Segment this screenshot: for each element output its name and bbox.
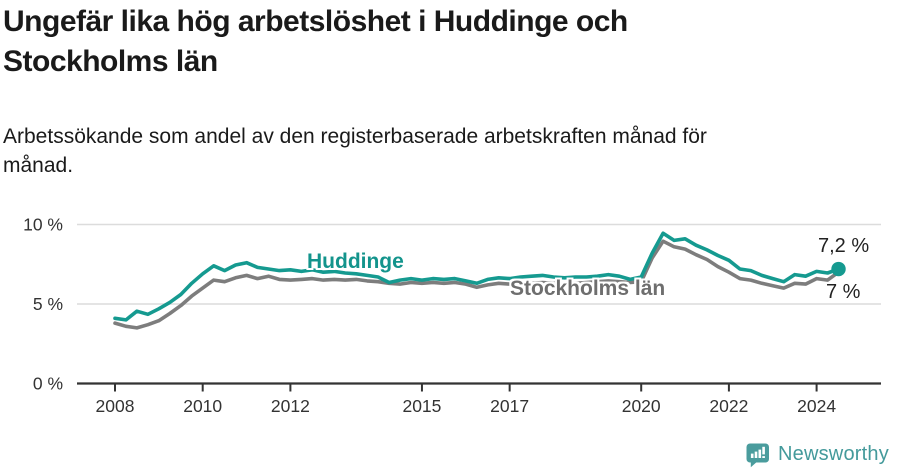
- x-axis-tick-label: 2012: [271, 396, 310, 416]
- y-axis-tick-label: 0 %: [33, 374, 63, 394]
- y-axis-tick-label: 5 %: [33, 294, 63, 314]
- chart-title: Ungefär lika hög arbetslöshet i Huddinge…: [3, 2, 628, 82]
- line-stockholms-l-n: [113, 239, 841, 330]
- x-axis-tick-label: 2024: [797, 396, 836, 416]
- newsworthy-logo[interactable]: Newsworthy: [744, 441, 889, 468]
- end-value-label-stockholms-lan: 7 %: [826, 281, 861, 303]
- x-axis-tick-label: 2022: [709, 396, 748, 416]
- end-value-label-huddinge: 7,2 %: [818, 235, 870, 257]
- y-axis-tick-label: 10 %: [23, 215, 63, 235]
- bar-chart-glyph: [750, 446, 765, 458]
- newsworthy-wordmark: Newsworthy: [778, 443, 889, 465]
- x-axis-tick-label: 2015: [402, 396, 441, 416]
- chart-title-line1: Ungefär lika hög arbetslöshet i Huddinge…: [3, 5, 628, 38]
- series-label-stockholms-lan: Stockholms län: [510, 277, 666, 300]
- chart-title-line2: Stockholms län: [3, 45, 218, 78]
- x-axis-tick-label: 2017: [490, 396, 529, 416]
- series-label-huddinge: Huddinge: [307, 250, 404, 273]
- newsworthy-logo-icon: [746, 443, 769, 468]
- x-axis-tick-label: 2010: [183, 396, 222, 416]
- x-axis-tick-label: 2008: [96, 396, 135, 416]
- chart-subtitle: Arbetssökande som andel av den registerb…: [3, 122, 707, 180]
- chart-subtitle-line2: månad.: [3, 154, 74, 177]
- chart-subtitle-line1: Arbetssökande som andel av den registerb…: [3, 125, 707, 148]
- line-huddinge: [113, 231, 841, 322]
- huddinge-end-dot: [831, 261, 846, 277]
- x-axis-tick-label: 2020: [622, 396, 661, 416]
